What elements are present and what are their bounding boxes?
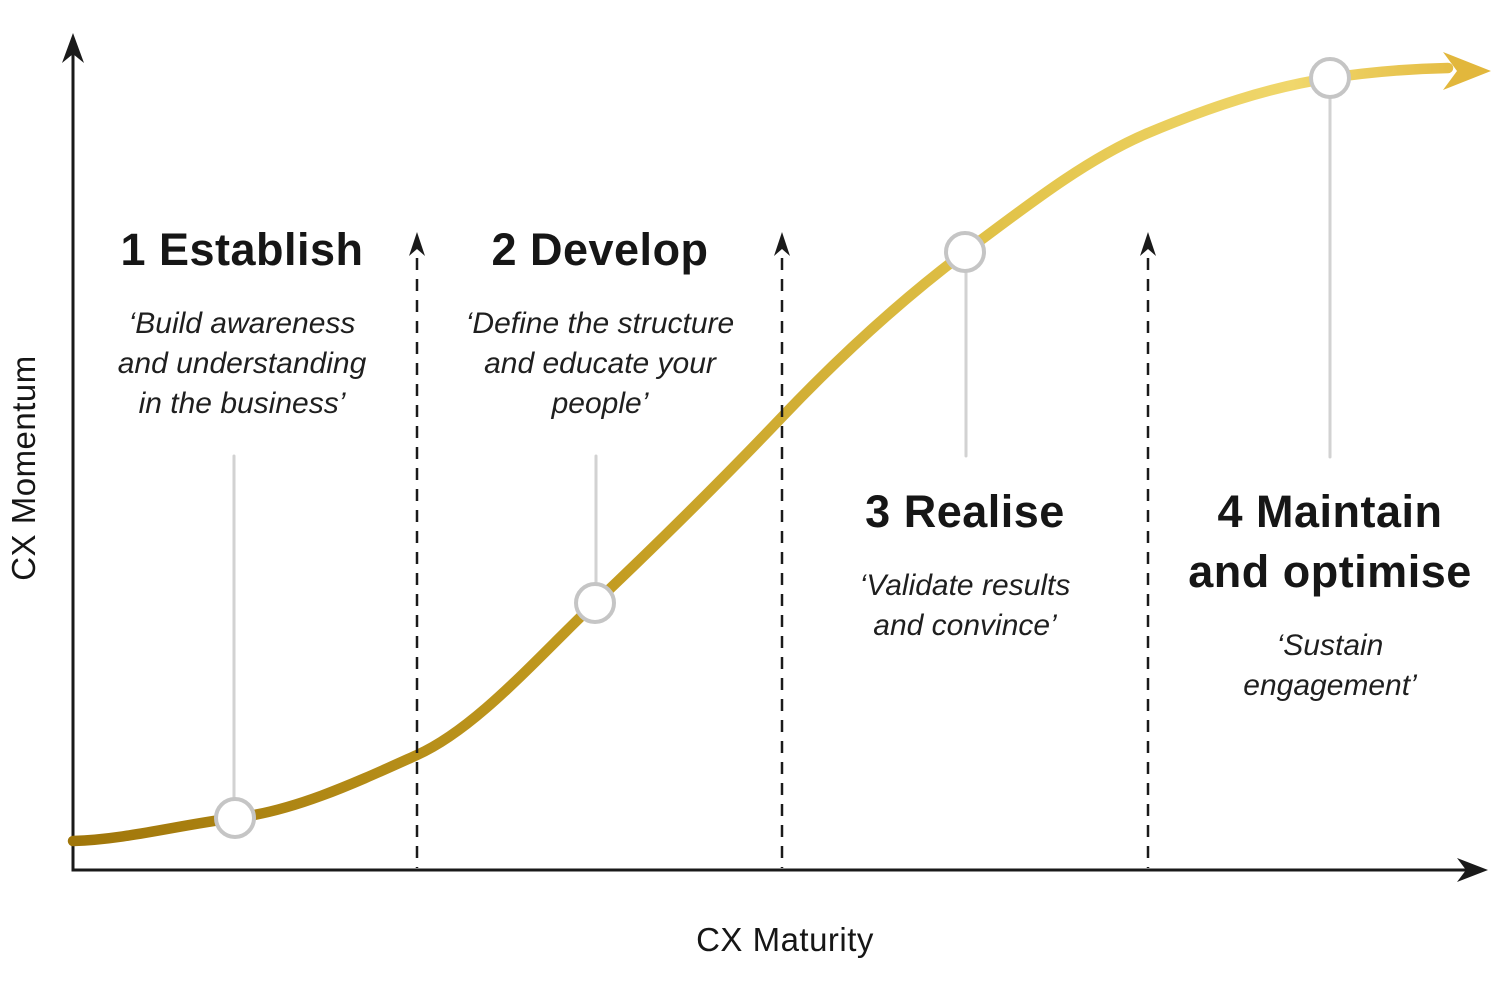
y-axis-arrowhead [62, 33, 84, 63]
stage-3-title: 3 Realise [865, 486, 1065, 537]
curve-arrowhead [1443, 52, 1491, 90]
maturity-curve [67, 62, 1454, 847]
stage-2-develop: 2 Develop ‘Define the structure and educ… [420, 220, 780, 424]
stage-marker-circle [1309, 57, 1351, 99]
stage-2-title: 2 Develop [491, 224, 709, 275]
x-axis-arrowhead [1457, 858, 1488, 882]
stage-divider-arrowhead [409, 232, 425, 256]
stage-divider-arrowhead [774, 232, 790, 256]
stage-1-title: 1 Establish [120, 224, 364, 275]
stage-marker-circle [574, 582, 616, 624]
stage-divider-arrowhead [1140, 232, 1156, 256]
stage-1-quote: ‘Build awareness and understanding in th… [117, 307, 367, 420]
stage-marker-circle [944, 231, 986, 273]
stage-1-establish: 1 Establish ‘Build awareness and underst… [62, 220, 422, 424]
stage-4-title: 4 Maintain and optimise [1188, 486, 1472, 597]
stage-3-quote: ‘Validate results and convince’ [859, 569, 1071, 642]
x-axis-label: CX Maturity [696, 921, 874, 958]
stage-2-quote: ‘Define the structure and educate your p… [465, 307, 735, 420]
stage-4-quote: ‘Sustain engagement’ [1243, 629, 1417, 702]
stage-3-realise: 3 Realise ‘Validate results and convince… [785, 482, 1145, 646]
stage-marker-circle [214, 797, 256, 839]
stage-4-maintain-optimise: 4 Maintain and optimise ‘Sustain engagem… [1150, 482, 1500, 706]
y-axis-label: CX Momentum [5, 355, 42, 581]
